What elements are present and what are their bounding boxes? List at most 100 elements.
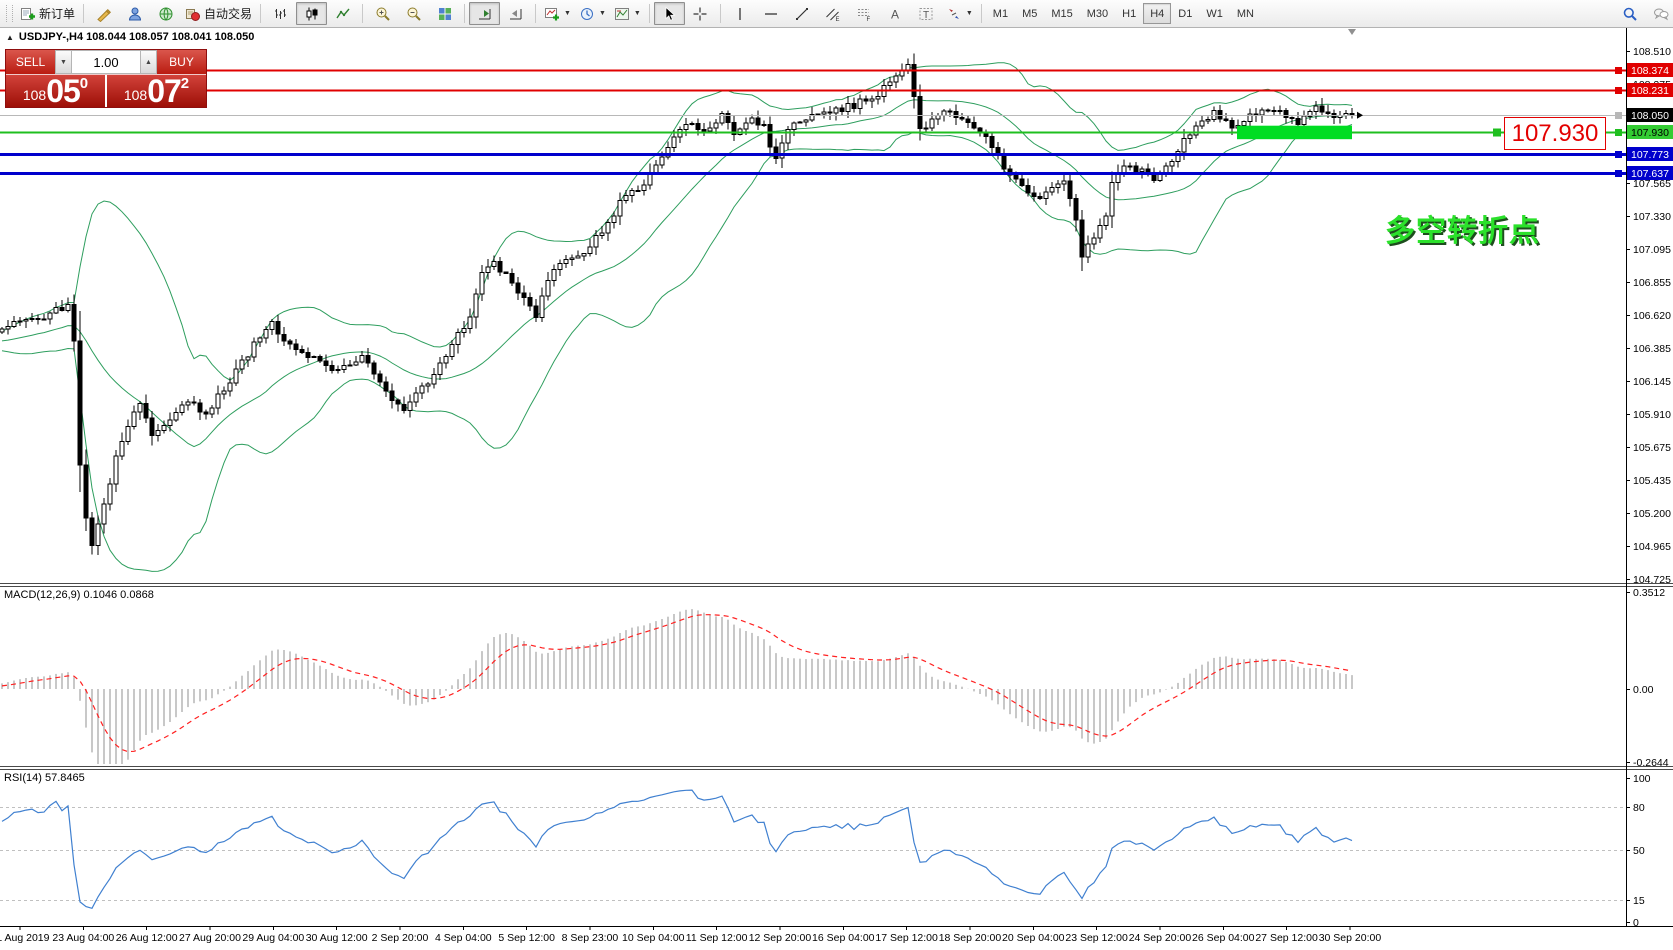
text-tool-icon: A bbox=[891, 7, 899, 21]
time-axis-label: 8 Sep 23:00 bbox=[562, 932, 619, 944]
bar-chart-button[interactable] bbox=[265, 2, 296, 25]
crosshair-button[interactable] bbox=[685, 2, 716, 25]
price-axis-tick: 105.200 bbox=[1633, 508, 1671, 520]
fibonacci-tool-button[interactable]: F bbox=[849, 2, 880, 25]
time-axis-label: 4 Sep 04:00 bbox=[435, 932, 492, 944]
volume-decrease-button[interactable]: ▼ bbox=[55, 50, 72, 74]
text-tool-button[interactable]: A bbox=[880, 2, 911, 25]
price-axis-tick: 105.435 bbox=[1633, 475, 1671, 487]
channel-tool-button[interactable]: E bbox=[818, 2, 849, 25]
toolbar-separator bbox=[719, 4, 721, 23]
globe-icon bbox=[159, 7, 173, 20]
timeframe-button-H1[interactable]: H1 bbox=[1122, 7, 1137, 20]
price-level-label[interactable]: 107.930 bbox=[1504, 117, 1606, 150]
timeframe-button-M1[interactable]: M1 bbox=[992, 7, 1009, 20]
price-tag-anchor[interactable] bbox=[1493, 128, 1501, 137]
timeframe-button-M5[interactable]: M5 bbox=[1022, 7, 1038, 20]
time-axis-label: 30 Sep 20:00 bbox=[1319, 932, 1382, 944]
market-watch-button[interactable] bbox=[150, 2, 181, 25]
volume-increase-button[interactable]: ▲ bbox=[140, 50, 157, 74]
macd-pane[interactable] bbox=[1, 609, 1353, 764]
price-badge-text: 108.050 bbox=[1631, 110, 1669, 122]
chat-button[interactable] bbox=[1645, 2, 1673, 25]
time-axis-label: 26 Aug 12:00 bbox=[116, 932, 178, 944]
indicators-button[interactable]: ▼ bbox=[540, 2, 575, 25]
line-chart-button[interactable] bbox=[327, 2, 358, 25]
horizontal-price-lines[interactable] bbox=[0, 67, 1626, 177]
candlestick-chart-button[interactable] bbox=[296, 2, 328, 25]
time-axis-label: 5 Sep 12:00 bbox=[498, 932, 555, 944]
toolbar-separator bbox=[535, 4, 537, 23]
toolbar-separator bbox=[648, 4, 650, 23]
timeframe-button-MN[interactable]: MN bbox=[1236, 7, 1254, 20]
pane-separators[interactable] bbox=[0, 583, 1673, 927]
toolbar-separator bbox=[260, 4, 262, 23]
timeframe-button-W1[interactable]: W1 bbox=[1206, 7, 1223, 20]
zoom-out-icon bbox=[407, 7, 421, 21]
buy-button[interactable]: BUY bbox=[157, 50, 206, 74]
vertical-line-tool-button[interactable] bbox=[725, 2, 756, 25]
price-axis-tick: 104.965 bbox=[1633, 541, 1671, 553]
chart-shift-button[interactable] bbox=[500, 2, 531, 25]
svg-text:E: E bbox=[836, 17, 840, 22]
price-axis-tick: 107.095 bbox=[1633, 244, 1671, 256]
trade-panel-prices: 108 05 0 108 07 2 bbox=[6, 74, 206, 107]
search-button[interactable] bbox=[1614, 2, 1645, 25]
trendline-tool-button[interactable] bbox=[787, 2, 818, 25]
dropdown-arrow-icon: ▼ bbox=[633, 10, 641, 17]
dropdown-arrow-icon: ▼ bbox=[965, 10, 973, 17]
time-axis-label: 11 Sep 12:00 bbox=[686, 932, 748, 944]
cursor-button[interactable] bbox=[653, 2, 685, 25]
time-axis-label: 2 Sep 20:00 bbox=[372, 932, 429, 944]
templates-button[interactable]: ▼ bbox=[610, 2, 645, 25]
rsi-pane[interactable] bbox=[0, 789, 1626, 910]
main-chart-pane[interactable] bbox=[0, 53, 1355, 572]
price-badge-text: 107.637 bbox=[1631, 168, 1669, 180]
zone-rectangle[interactable] bbox=[1237, 125, 1352, 140]
price-axis[interactable]: 108.510108.275108.040107.800107.565107.3… bbox=[1626, 46, 1673, 929]
zoom-in-button[interactable] bbox=[367, 2, 398, 25]
tile-windows-button[interactable] bbox=[429, 2, 460, 25]
chat-bubbles-icon bbox=[1653, 8, 1668, 20]
timeframe-group: M1 M5 M15 M30 H1 H4 D1 W1 MN bbox=[986, 3, 1261, 24]
cursor-arrow-icon bbox=[665, 6, 676, 21]
horizontal-line-tool-button[interactable] bbox=[756, 2, 787, 25]
chart-annotation-text[interactable]: 多空转折点 bbox=[1385, 215, 1540, 248]
periods-button[interactable]: ▼ bbox=[575, 2, 610, 25]
zoom-out-button[interactable] bbox=[398, 2, 429, 25]
equidistant-channel-icon: E bbox=[826, 8, 840, 22]
timeframe-button-H4[interactable]: H4 bbox=[1143, 3, 1172, 24]
volume-input[interactable]: 1.00 bbox=[72, 50, 140, 74]
toolbar-grip[interactable] bbox=[6, 5, 13, 22]
rsi-axis-tick: 50 bbox=[1633, 845, 1645, 857]
styler-button[interactable] bbox=[88, 2, 119, 25]
sell-price[interactable]: 108 05 0 bbox=[6, 75, 107, 107]
sell-price-prefix: 108 bbox=[22, 87, 47, 103]
text-label-tool-button[interactable]: T bbox=[911, 2, 942, 25]
last-price-pointer-icon bbox=[1357, 111, 1363, 119]
price-badge bbox=[1627, 125, 1673, 139]
time-axis-label: 20 Sep 04:00 bbox=[1002, 932, 1065, 944]
macd-axis-tick: 0.00 bbox=[1633, 684, 1654, 696]
chart-shift-marker-icon[interactable] bbox=[1348, 29, 1356, 35]
crosshair-icon bbox=[693, 7, 707, 20]
timeframe-button-M30[interactable]: M30 bbox=[1086, 7, 1109, 20]
buy-price[interactable]: 108 07 2 bbox=[107, 75, 206, 107]
auto-scroll-button[interactable] bbox=[469, 2, 501, 25]
rsi-axis-tick: 100 bbox=[1633, 773, 1651, 785]
timeframe-button-D1[interactable]: D1 bbox=[1178, 7, 1193, 20]
one-click-trade-panel: SELL ▼ 1.00 ▲ BUY 108 05 0 108 07 2 bbox=[5, 49, 207, 108]
new-order-icon bbox=[21, 7, 35, 20]
arrows-tool-button[interactable]: ▼ bbox=[942, 2, 977, 25]
collapse-panel-icon[interactable]: ▲ bbox=[6, 32, 14, 42]
profile-button[interactable] bbox=[119, 2, 150, 25]
timeframe-button-M15[interactable]: M15 bbox=[1051, 7, 1073, 20]
autotrading-button[interactable]: 自动交易 bbox=[181, 2, 256, 25]
trendline-icon bbox=[796, 7, 809, 20]
volume-stepper: ▼ 1.00 ▲ bbox=[55, 50, 157, 74]
sell-price-main: 05 bbox=[46, 73, 81, 109]
new-order-button[interactable]: 新订单 bbox=[16, 2, 79, 25]
sell-button[interactable]: SELL bbox=[6, 50, 55, 74]
